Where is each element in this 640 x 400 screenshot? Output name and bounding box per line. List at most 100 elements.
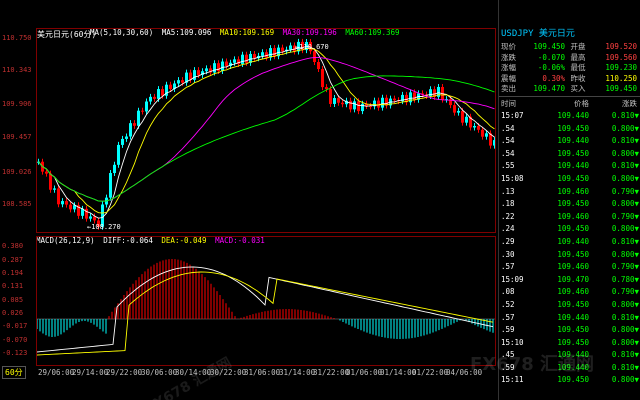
trade-change: 0.790▼ <box>611 262 639 272</box>
candle-body <box>453 105 456 113</box>
candle-body <box>117 144 120 165</box>
price-chart-svg: ←110.670 ←108.270 <box>37 38 496 231</box>
trade-price: 109.440 <box>557 236 589 246</box>
candle-body <box>433 89 436 97</box>
quote-label: 昨收 <box>570 73 586 83</box>
quote-label: 开盘 <box>570 42 586 51</box>
trade-row: .55 109.440 0.810▼ <box>499 160 640 173</box>
trade-time: .57 <box>501 312 515 322</box>
quote-value: 110.250 <box>605 73 637 83</box>
trade-change: 0.810▼ <box>611 111 639 120</box>
trade-time: .18 <box>501 199 515 209</box>
macd-axis-label: -0.070 <box>2 336 28 344</box>
macd-axis-label: 0.194 <box>2 269 24 277</box>
candle-body <box>165 84 168 96</box>
candle-body <box>49 173 52 190</box>
candle-body <box>405 94 408 103</box>
quote-label: 现价 <box>501 42 516 51</box>
trade-price: 109.450 <box>557 123 589 133</box>
candle-body <box>297 41 300 52</box>
time-tick-label: 01/22:00 <box>412 368 449 377</box>
candle-body <box>261 52 264 56</box>
ma30-legend: MA30:109.196 <box>282 28 337 37</box>
quote-label: 卖出 <box>501 84 516 93</box>
quote-value: 109.450 <box>533 42 565 51</box>
high-marker-label: ←110.670 <box>295 43 329 51</box>
candle-body <box>485 133 488 137</box>
candle-body <box>477 125 480 130</box>
ma5-legend: MA5:109.096 <box>161 28 212 37</box>
chart-title-text: 美元日元(60分) <box>37 30 97 39</box>
trade-time: .08 <box>501 287 515 297</box>
candle-body <box>233 59 236 63</box>
trade-time: 15:11 <box>501 375 524 385</box>
price-axis-label: 108.585 <box>2 200 32 208</box>
candle-body <box>401 94 404 102</box>
candle-body <box>73 205 76 210</box>
trade-row: .52 109.450 0.800▼ <box>499 299 640 312</box>
trade-row: .57 109.460 0.790▼ <box>499 261 640 274</box>
price-axis-label: 110.343 <box>2 66 32 74</box>
candle-body <box>493 140 496 146</box>
trade-change: 0.800▼ <box>611 224 639 234</box>
trade-change: 0.790▼ <box>611 186 639 196</box>
candle-body <box>205 68 208 72</box>
trade-price: 109.470 <box>557 274 589 284</box>
candle-body <box>333 98 336 104</box>
candle-body <box>313 51 316 63</box>
quote-value: -0.070 <box>537 52 565 62</box>
price-axis-label: 109.026 <box>2 168 32 176</box>
trade-change: 0.800▼ <box>611 325 639 335</box>
candle-body <box>357 101 360 112</box>
candle-body <box>193 70 196 80</box>
chart-area[interactable]: 美元日元(60分) MA(5,10,30,60) MA5:109.096 MA1… <box>0 0 496 400</box>
trade-change: 0.810▼ <box>611 312 639 322</box>
trade-price: 109.440 <box>557 350 589 360</box>
macd-legend-label: MACD(26,12,9) <box>36 236 95 245</box>
trade-change: 0.800▼ <box>611 173 639 183</box>
trade-time: .59 <box>501 362 515 372</box>
quote-value: 109.230 <box>605 63 637 72</box>
quote-divider <box>499 96 640 97</box>
trade-time: 15:07 <box>501 111 524 120</box>
trade-price: 109.460 <box>557 211 589 221</box>
candle-body <box>245 54 248 63</box>
candle-body <box>85 208 88 219</box>
quote-row: 现价 109.450 开盘 109.520 <box>499 42 640 53</box>
candle-body <box>473 125 476 128</box>
candle-body <box>429 89 432 96</box>
candle-body <box>197 70 200 76</box>
quote-label: 涨跌 <box>501 52 516 62</box>
ma-legend-label: MA(5,10,30,60) <box>90 28 154 37</box>
trade-price: 109.440 <box>557 312 589 322</box>
candle-body <box>317 62 320 70</box>
period-button[interactable]: 60分 <box>2 366 26 379</box>
candle-body <box>293 45 296 52</box>
candle-body <box>413 92 416 100</box>
time-tick-label: 29/06:00 <box>38 368 75 377</box>
trade-change: 0.800▼ <box>611 299 639 309</box>
macd-axis-label: 0.085 <box>2 296 24 304</box>
candle-body <box>221 61 224 72</box>
time-tick-label: 30/14:00 <box>175 368 212 377</box>
candle-body <box>409 92 412 103</box>
quote-value: 109.450 <box>605 84 637 93</box>
candle-body <box>93 216 96 221</box>
trade-time: .22 <box>501 211 515 221</box>
trade-list[interactable]: 15:07 109.440 0.810▼ .54 109.450 0.800▼ .54 109… <box>499 110 640 387</box>
trade-change: 0.800▼ <box>611 199 639 209</box>
macd-panel[interactable] <box>36 236 496 366</box>
trade-price: 109.460 <box>557 287 589 297</box>
candle-body <box>457 110 460 113</box>
trade-change: 0.810▼ <box>611 236 639 246</box>
candle-body <box>157 89 160 99</box>
quote-row: 涨幅 -0.06% 最低 109.230 <box>499 63 640 74</box>
quote-label: 最高 <box>570 52 586 62</box>
price-panel[interactable]: ←110.670 ←108.270 <box>36 28 496 233</box>
candle-body <box>81 208 84 216</box>
time-tick-label: 30/06:00 <box>141 368 178 377</box>
trade-time: 15:09 <box>501 274 524 284</box>
macd-axis-label: 0.287 <box>2 256 24 264</box>
trade-change: 0.800▼ <box>611 337 639 347</box>
trade-time: .30 <box>501 249 515 259</box>
